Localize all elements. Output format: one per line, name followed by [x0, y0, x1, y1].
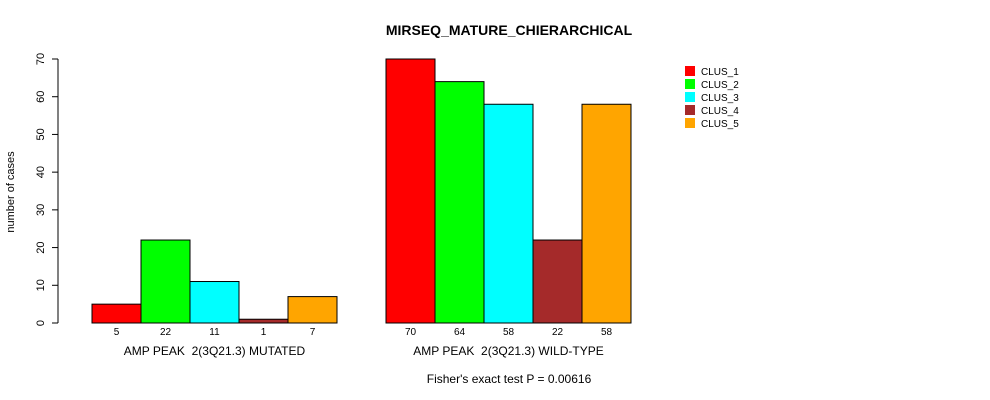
y-tick-label: 20 — [35, 241, 47, 253]
group-labels: AMP PEAK 2(3Q21.3) MUTATED AMP PEAK 2(3Q2… — [124, 344, 604, 358]
bar-value-label: 58 — [503, 327, 515, 338]
bar-clus_5-group-1 — [287, 296, 338, 324]
bar-clus_2-group-2 — [434, 81, 485, 324]
legend-label-clus_2: CLUS_2 — [701, 80, 739, 91]
legend-label-clus_4: CLUS_4 — [701, 106, 739, 117]
legend-swatch-clus_5 — [685, 118, 695, 128]
bar-clus_1-group-2 — [385, 58, 436, 324]
bar-value-label: 22 — [552, 327, 564, 338]
bar-value-label: 5 — [114, 327, 120, 338]
y-axis: 0 10 20 30 40 50 60 70 — [35, 53, 59, 326]
bar-value-label: 7 — [310, 327, 316, 338]
legend-label-clus_1: CLUS_1 — [701, 67, 739, 78]
chart-title: MIRSEQ_MATURE_CHIERARCHICAL — [386, 22, 633, 38]
bar-value-label: 22 — [160, 327, 172, 338]
bar-clus_4-group-1 — [238, 318, 289, 324]
bar-value-label: 11 — [209, 327, 220, 338]
group-label: AMP PEAK 2(3Q21.3) WILD-TYPE — [413, 344, 604, 358]
y-tick-label: 0 — [35, 320, 47, 326]
bar-value-label: 1 — [261, 327, 267, 338]
bar-clus_2-group-1 — [140, 239, 191, 324]
bar-value-label: 70 — [405, 327, 417, 338]
legend-label-clus_3: CLUS_3 — [701, 93, 739, 104]
y-axis-label: number of cases — [5, 151, 17, 233]
y-tick-label: 30 — [35, 204, 47, 216]
y-tick-label: 70 — [35, 53, 47, 65]
bar-clus_3-group-1 — [189, 281, 240, 324]
legend-swatch-clus_3 — [685, 92, 695, 102]
y-tick-label: 50 — [35, 128, 47, 140]
bar-clus_4-group-2 — [532, 239, 583, 324]
group-label: AMP PEAK 2(3Q21.3) MUTATED — [124, 344, 306, 358]
footnote: Fisher's exact test P = 0.00616 — [427, 372, 592, 386]
y-tick-label: 40 — [35, 166, 47, 178]
y-tick-label: 60 — [35, 91, 47, 103]
legend-swatch-clus_4 — [685, 105, 695, 115]
legend-label-clus_5: CLUS_5 — [701, 119, 739, 130]
bar-value-label: 58 — [601, 327, 613, 338]
bar-clus_1-group-1 — [91, 303, 142, 324]
bar-clus_3-group-2 — [483, 103, 534, 324]
legend-swatch-clus_1 — [685, 66, 695, 76]
y-tick-label: 10 — [35, 279, 47, 291]
bar-clus_5-group-2 — [581, 103, 632, 324]
legend: CLUS_1 CLUS_2 CLUS_3 CLUS_4 CLUS_5 — [685, 66, 739, 130]
bar-value-labels: 5 22 11 1 7 70 64 58 22 58 — [114, 327, 613, 338]
legend-swatch-clus_2 — [685, 79, 695, 89]
bar-value-label: 64 — [454, 327, 466, 338]
bars — [91, 58, 632, 324]
